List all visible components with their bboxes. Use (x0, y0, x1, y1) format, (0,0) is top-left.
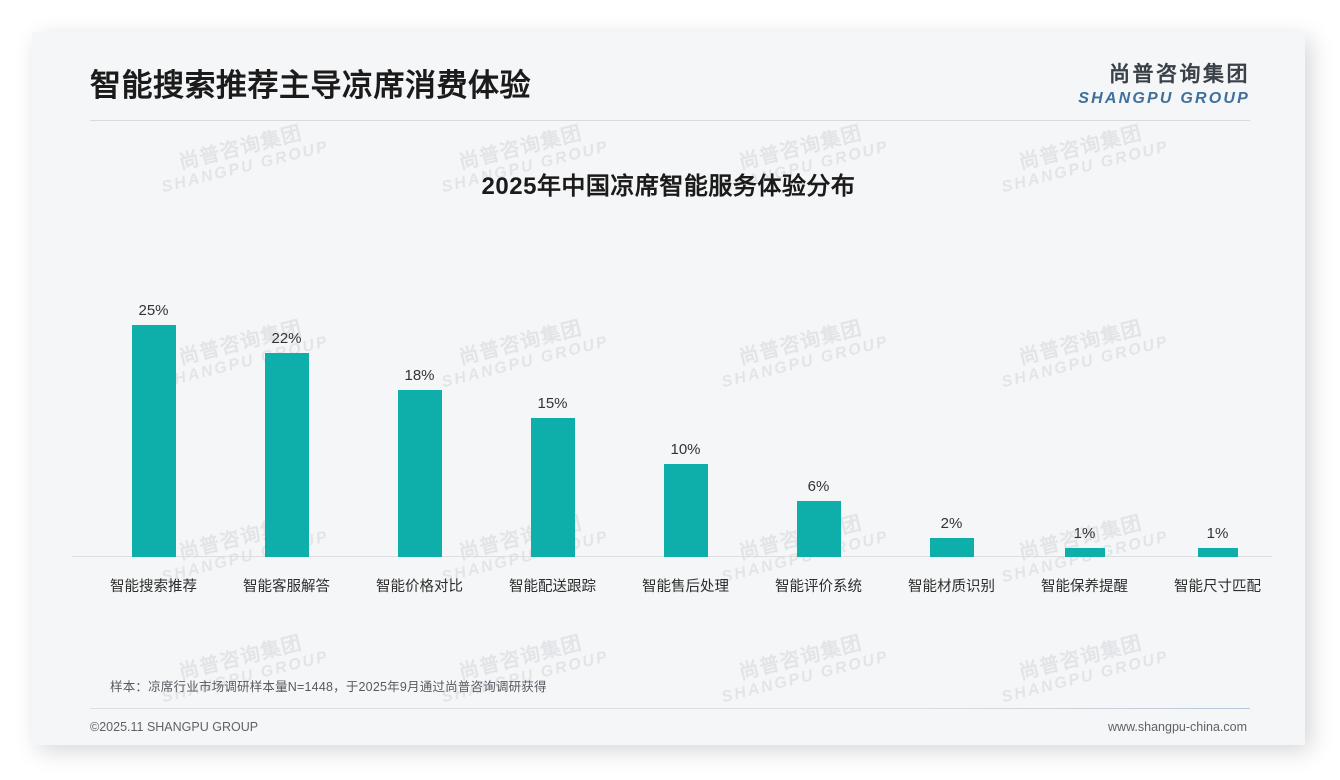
bar-group: 25% 智能搜索推荐 (87, 227, 220, 595)
bar-group: 10% 智能售后处理 (619, 227, 752, 595)
bar-chart-plot: 25% 智能搜索推荐 22% 智能客服解答 18% 智能价格对比 15% 智能配送跟踪 10% 智… (72, 224, 1272, 649)
category-label: 智能配送跟踪 (509, 579, 596, 595)
bar-rect[interactable] (663, 464, 708, 557)
brand-logo-cn: 尚普咨询集团 (1109, 63, 1250, 86)
bar-group: 22% 智能客服解答 (220, 227, 353, 595)
footer-copyright: ©2025.11 SHANGPU GROUP (90, 720, 259, 734)
bar-value-label: 22% (271, 330, 302, 347)
footer-divider (90, 708, 1250, 709)
footer-website[interactable]: www.shangpu-china.com (1108, 720, 1247, 734)
category-label: 智能评价系统 (775, 579, 862, 595)
bar-column[interactable]: 1% (1018, 227, 1151, 557)
category-label: 智能售后处理 (642, 579, 729, 595)
bar-group: 1% 智能尺寸匹配 (1151, 227, 1284, 595)
bar-value-label: 2% (940, 515, 963, 532)
bar-group: 6% 智能评价系统 (752, 227, 885, 595)
category-label: 智能客服解答 (243, 579, 330, 595)
category-label: 智能尺寸匹配 (1174, 579, 1261, 595)
page-title: 智能搜索推荐主导凉席消费体验 (90, 68, 531, 103)
bar-group: 15% 智能配送跟踪 (486, 227, 619, 595)
brand-logo-en: SHANGPU GROUP (1078, 90, 1250, 107)
bar-column[interactable]: 1% (1151, 227, 1284, 557)
bar-column[interactable]: 2% (885, 227, 1018, 557)
header-divider (90, 120, 1250, 121)
bar-column[interactable]: 25% (87, 227, 220, 557)
chart-area: 2025年中国凉席智能服务体验分布 25% 智能搜索推荐 22% 智能客服解答 18% 智… (32, 128, 1305, 648)
bar-group: 1% 智能保养提醒 (1018, 227, 1151, 595)
bar-column[interactable]: 6% (752, 227, 885, 557)
bar-rect[interactable] (397, 390, 442, 557)
bar-value-label: 18% (404, 367, 435, 384)
bar-rect[interactable] (929, 538, 974, 557)
watermark-en: SHANGPU GROUP (1000, 648, 1171, 707)
bar-value-label: 6% (807, 478, 830, 495)
footnote: 样本：凉席行业市场调研样本量N=1448，于2025年9月通过尚普咨询调研获得 (110, 680, 547, 694)
bar-rect[interactable] (530, 418, 575, 557)
bar-rect[interactable] (264, 353, 309, 557)
chart-title: 2025年中国凉席智能服务体验分布 (481, 173, 856, 200)
bar-value-label: 25% (138, 302, 169, 319)
category-label: 智能价格对比 (376, 579, 463, 595)
bar-rect[interactable] (796, 501, 841, 557)
bar-rect[interactable] (1197, 548, 1238, 557)
bar-column[interactable]: 15% (486, 227, 619, 557)
category-label: 智能保养提醒 (1041, 579, 1128, 595)
bar-value-label: 15% (537, 395, 568, 412)
bar-rect[interactable] (1064, 548, 1105, 557)
bar-value-label: 1% (1073, 525, 1096, 542)
category-label: 智能材质识别 (908, 579, 995, 595)
bar-column[interactable]: 22% (220, 227, 353, 557)
category-label: 智能搜索推荐 (110, 579, 197, 595)
bar-group: 18% 智能价格对比 (353, 227, 486, 595)
bar-column[interactable]: 10% (619, 227, 752, 557)
bar-value-label: 1% (1206, 525, 1229, 542)
slide-card: 尚普咨询集团 SHANGPU GROUP 尚普咨询集团 SHANGPU GROUP 尚普… (32, 32, 1305, 745)
bar-value-label: 10% (670, 441, 701, 458)
bar-column[interactable]: 18% (353, 227, 486, 557)
footer: ©2025.11 SHANGPU GROUP www.shangpu-china… (32, 712, 1305, 745)
bar-rect[interactable] (131, 325, 176, 557)
bar-group: 2% 智能材质识别 (885, 227, 1018, 595)
watermark-en: SHANGPU GROUP (720, 648, 891, 707)
header: 智能搜索推荐主导凉席消费体验 尚普咨询集团 SHANGPU GROUP (32, 32, 1305, 122)
brand-logo: 尚普咨询集团 SHANGPU GROUP (1078, 58, 1250, 108)
